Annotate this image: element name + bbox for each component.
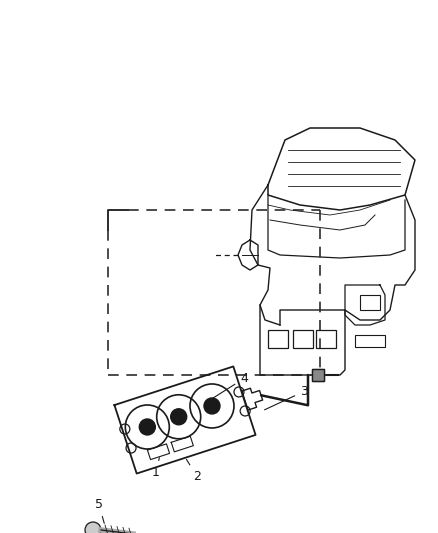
Text: 3: 3 [264,385,307,410]
Text: 2: 2 [186,459,201,483]
Text: 1: 1 [152,458,159,479]
Bar [292,330,312,348]
Circle shape [204,398,219,414]
Bar [311,369,323,381]
Bar [315,330,335,348]
Circle shape [139,419,155,435]
Text: 5: 5 [95,498,104,523]
Text: 4: 4 [212,372,247,399]
Circle shape [170,409,186,425]
Bar [359,295,379,310]
Circle shape [85,522,101,533]
Bar [311,369,323,381]
Bar [354,335,384,347]
Bar [267,330,287,348]
